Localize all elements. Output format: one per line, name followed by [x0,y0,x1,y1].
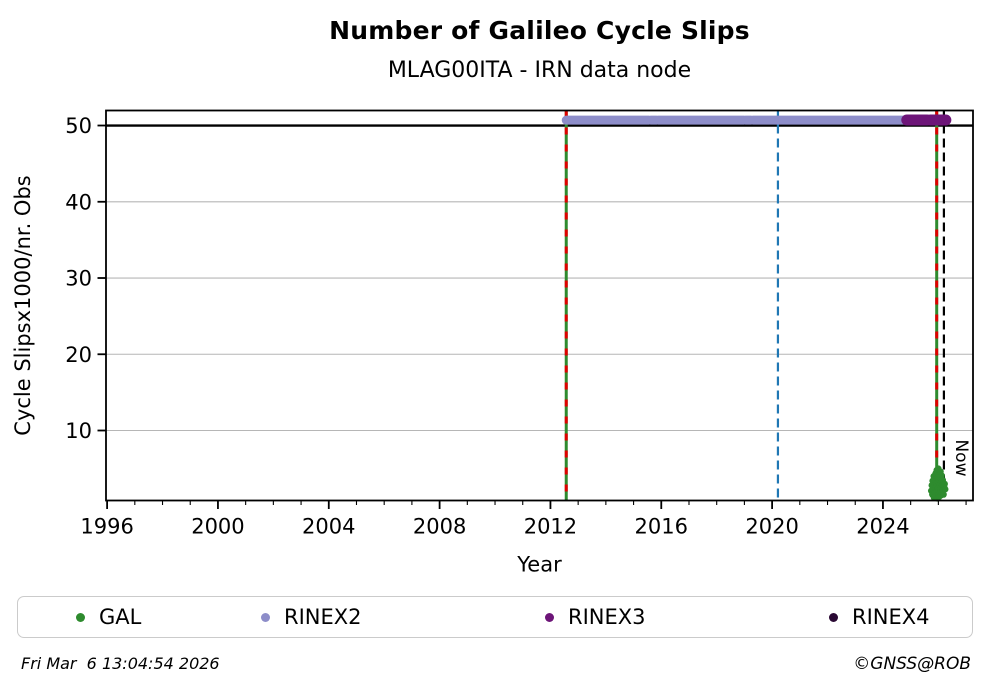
copyright: ©GNSS@ROB [853,654,971,674]
gal-series [927,465,949,502]
x-tick-label: 2004 [302,515,355,539]
x-tick-label: 2012 [524,515,577,539]
x-tick-label: 2016 [635,515,688,539]
chart-subtitle: MLAG00ITA - IRN data node [387,58,692,83]
rinex4-marker-icon [829,612,838,622]
y-tick-label: 50 [65,114,92,138]
legend-item-gal: GAL [76,597,141,637]
legend-item-rinex2: RINEX2 [261,597,362,637]
gridlines [106,124,973,432]
y-tick-label: 40 [65,190,92,214]
chart-title: Number of Galileo Cycle Slips [329,16,750,45]
event-vlines: Now [564,110,971,501]
legend-label-rinex2: RINEX2 [284,605,362,629]
y-tick-label: 30 [65,267,92,291]
x-tick-label: 2000 [191,515,244,539]
legend-label-gal: GAL [99,605,142,629]
x-tick-label: 2024 [856,515,909,539]
y-tick-label: 20 [65,343,92,367]
axes-frame [105,109,974,502]
timestamp: Fri Mar 6 13:04:54 2026 [21,654,220,673]
legend-label-rinex4: RINEX4 [852,605,930,629]
plot-svg: Now 1996 2000 2004 2008 2012 2016 2020 2024 10 20 3… [11,109,974,577]
legend-item-rinex4: RINEX4 [829,597,930,637]
x-tick-label: 2020 [745,515,798,539]
now-label: Now [951,439,971,476]
y-axis-ticks: 10 20 30 40 50 [65,114,106,443]
x-axis-label: Year [516,553,562,577]
legend-item-rinex3: RINEX3 [545,597,646,637]
now-line: Now [942,110,971,501]
x-axis-ticks: 1996 2000 2004 2008 2012 2016 2020 2024 [80,500,967,539]
x-tick-label: 1996 [80,515,133,539]
x-tick-label: 2008 [413,515,466,539]
rinex3-marker-icon [545,612,554,622]
gal-marker-icon [76,612,85,622]
legend: GAL RINEX2 RINEX3 RINEX4 [17,596,973,638]
y-axis-label: Cycle Slipsx1000/nr. Obs [11,175,35,435]
legend-label-rinex3: RINEX3 [568,605,646,629]
y-tick-label: 10 [65,419,92,443]
rinex2-marker-icon [261,612,270,622]
